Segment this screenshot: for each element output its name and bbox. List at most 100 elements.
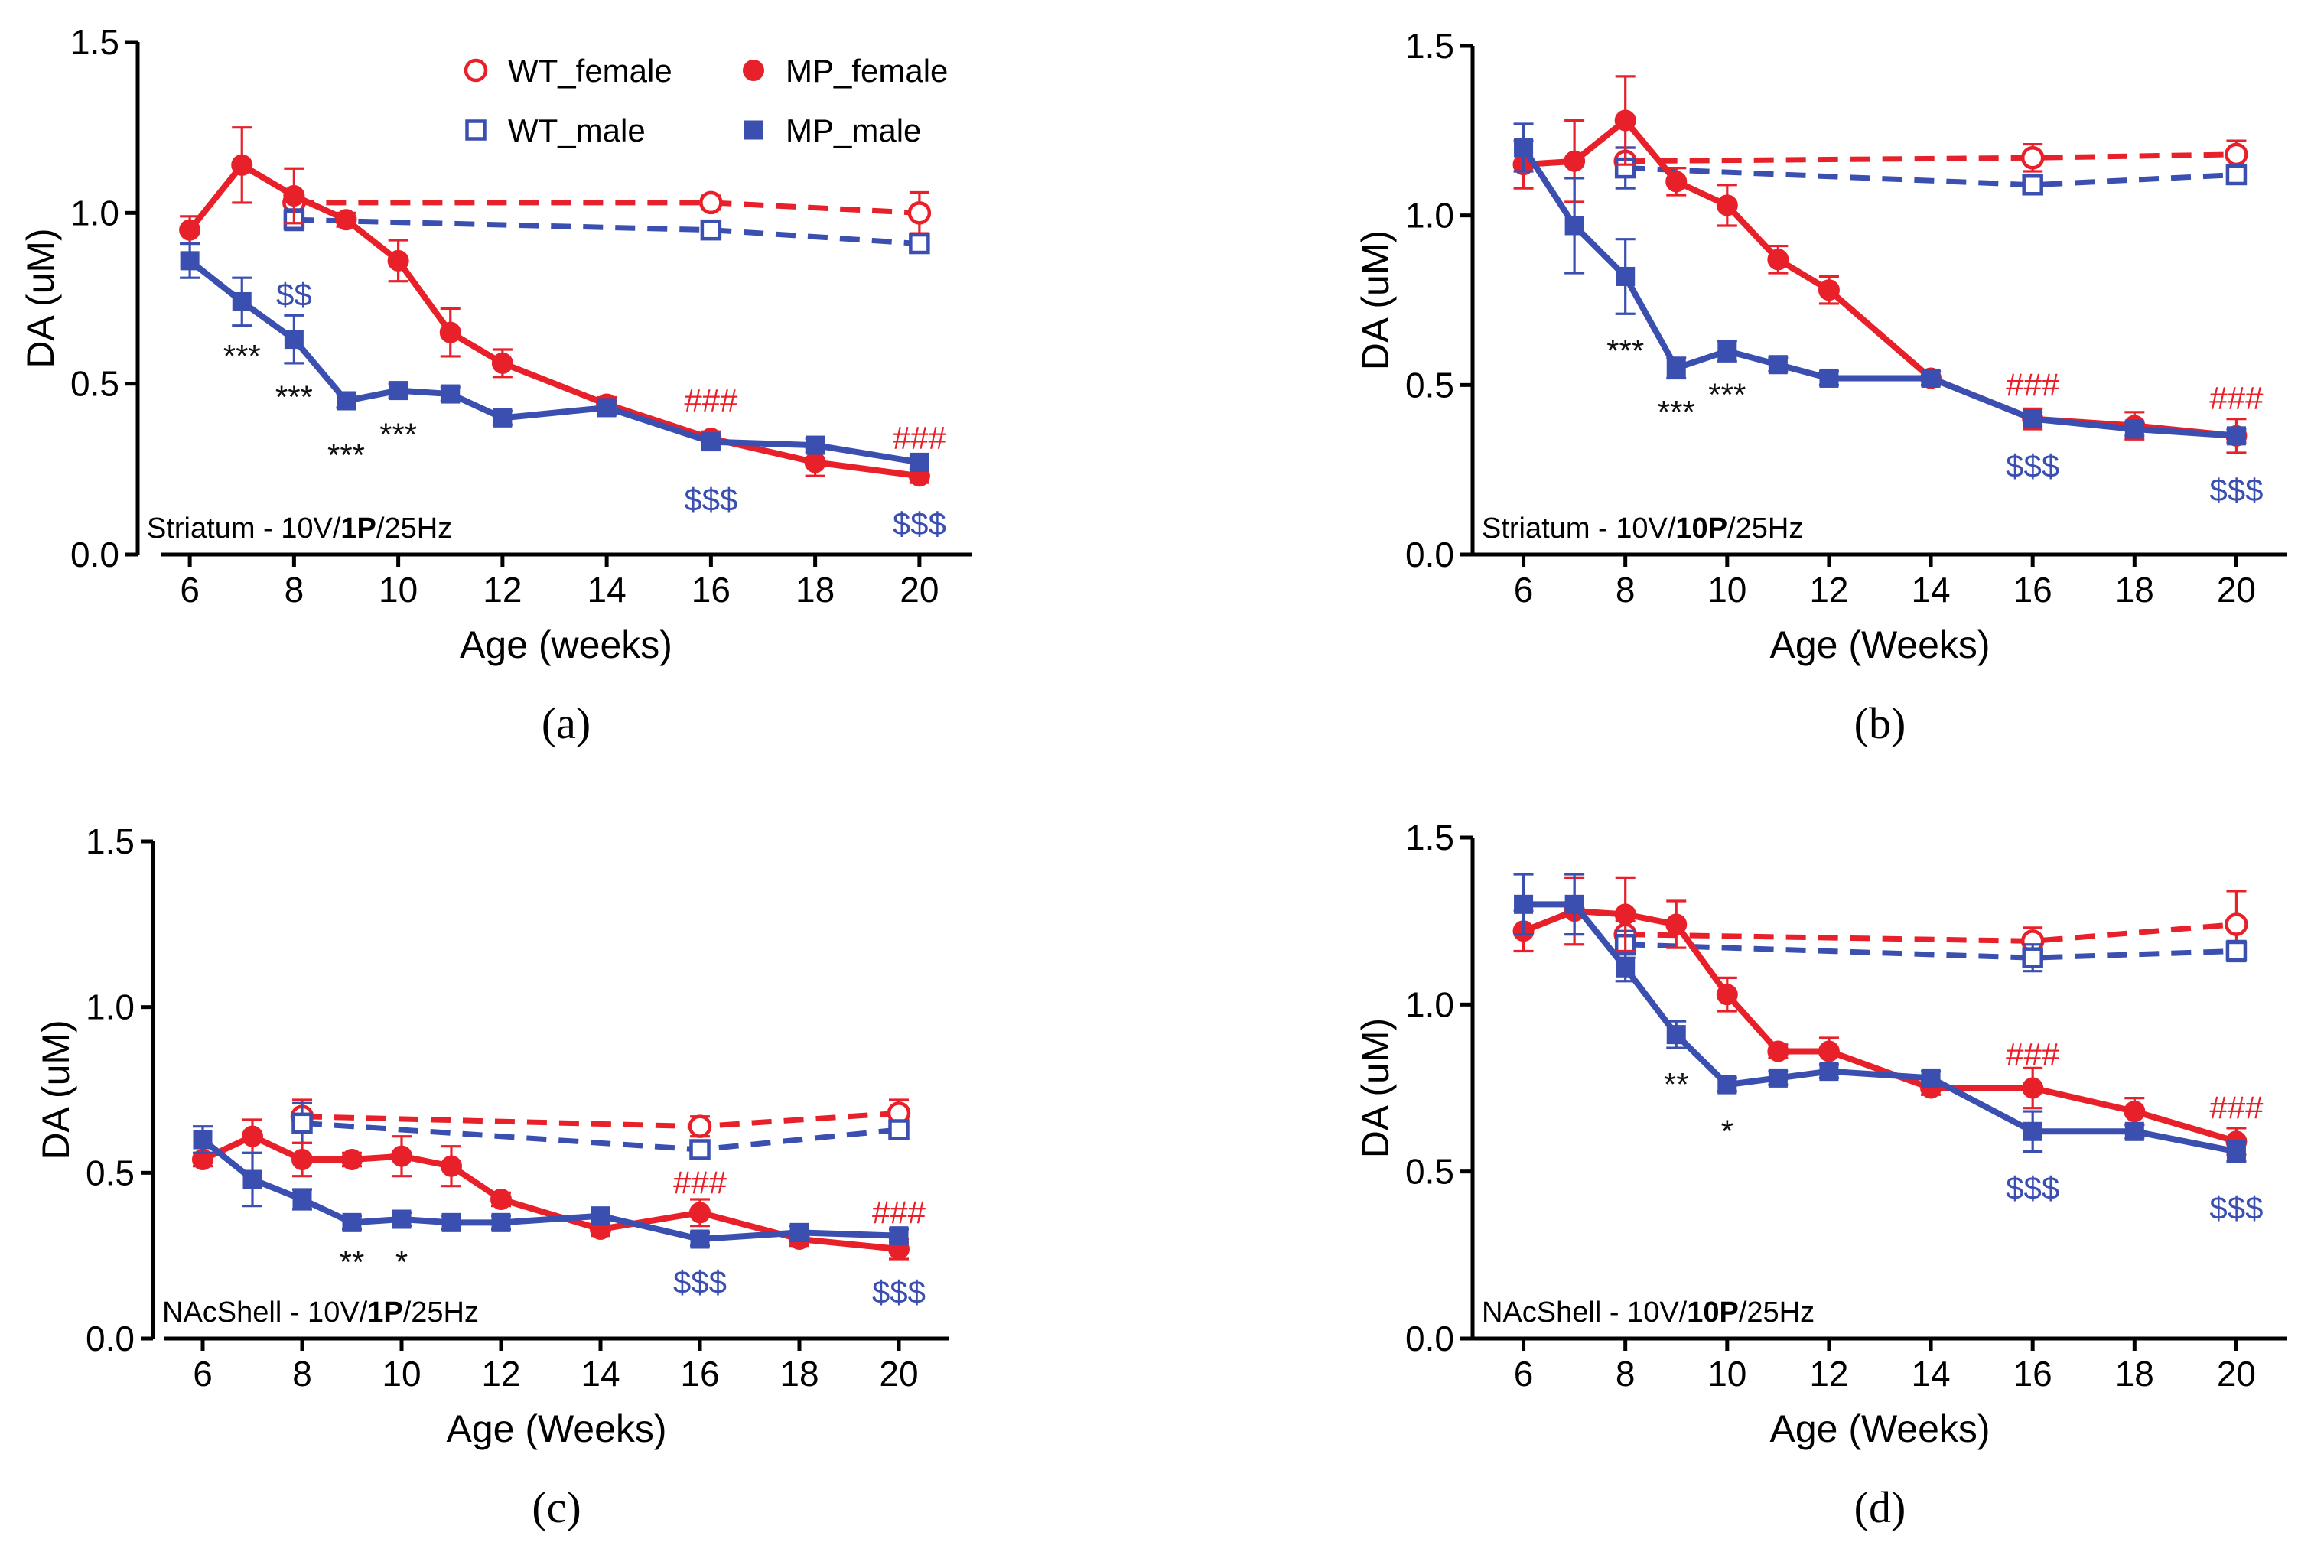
legend-marker [465, 119, 487, 141]
condition-label: NAcShell - 10V/1P/25Hz [162, 1296, 479, 1329]
condition-prefix: NAcShell - 10V/ [162, 1296, 368, 1329]
x-tick-label: 20 [2217, 570, 2256, 610]
data-point [2225, 940, 2248, 962]
data-point [387, 249, 409, 272]
significance-label: *** [379, 417, 417, 453]
significance-label: $$$ [673, 1264, 727, 1300]
data-point [1666, 358, 1686, 378]
x-tick-label: 6 [193, 1354, 213, 1394]
condition-suffix: /25Hz [403, 1296, 479, 1329]
panel-letter: (a) [542, 698, 591, 748]
data-point [1819, 368, 1839, 388]
data-point [335, 209, 357, 231]
legend-marker [464, 58, 488, 83]
data-point [231, 154, 253, 176]
y-tick-label: 0.5 [1405, 1152, 1454, 1192]
x-tick-label: 18 [2115, 1354, 2154, 1394]
data-point [1665, 171, 1688, 193]
condition-prefix: Striatum - 10V/ [147, 512, 341, 545]
data-point [907, 201, 932, 225]
x-tick-label: 12 [1809, 1354, 1848, 1394]
x-tick-label: 10 [379, 570, 418, 610]
data-point [1616, 958, 1636, 978]
condition-prefix: Striatum - 10V/ [1482, 512, 1676, 545]
x-tick-label: 12 [483, 570, 522, 610]
data-point [232, 291, 252, 311]
series-mp-male [1513, 873, 2247, 1163]
significance-label: * [1721, 1113, 1733, 1149]
x-tick-label: 14 [1911, 1354, 1950, 1394]
data-point [2124, 1101, 2146, 1123]
y-tick-label: 0.0 [70, 535, 119, 574]
x-tick-label: 14 [588, 570, 627, 610]
data-point [688, 1114, 712, 1138]
y-tick-label: 1.0 [86, 987, 135, 1027]
x-axis-label: Age (Weeks) [446, 1407, 666, 1450]
data-point [2225, 142, 2248, 167]
data-point [441, 384, 461, 404]
y-tick-label: 1.5 [70, 22, 119, 62]
data-point [1564, 216, 1584, 236]
data-point [2225, 912, 2248, 936]
data-point [292, 1189, 312, 1209]
condition-bold: 1P [367, 1296, 402, 1329]
significance-label: ### [872, 1194, 926, 1230]
data-point [1717, 341, 1737, 361]
y-tick-label: 0.5 [1405, 365, 1454, 405]
x-tick-label: 18 [780, 1354, 819, 1394]
chart-panel: 0.0 0.5 1.0 1.5 6 8 10 12 14 16 18 20 Age (weeks) DA … [19, 22, 972, 748]
data-point [1666, 1025, 1686, 1045]
data-point [242, 1125, 263, 1147]
data-point [1921, 1068, 1941, 1088]
data-point [689, 1139, 711, 1160]
significance-label: *** [223, 338, 261, 374]
data-point [888, 1119, 910, 1140]
data-point [889, 1226, 909, 1246]
series-line [1625, 151, 2237, 164]
significance-label: $$ [276, 277, 312, 313]
condition-label: Striatum - 10V/1P/25Hz [147, 512, 452, 545]
x-tick-label: 20 [2217, 1354, 2256, 1394]
data-point [392, 1209, 412, 1229]
data-point [690, 1229, 710, 1249]
y-axis-label: DA (uM) [34, 1020, 77, 1160]
significance-label: ### [2006, 1036, 2060, 1072]
data-point [701, 432, 721, 452]
y-tick-label: 1.5 [1405, 26, 1454, 66]
significance-label: ### [2209, 1090, 2264, 1126]
x-tick-label: 20 [879, 1354, 918, 1394]
data-point [193, 1130, 213, 1150]
series-wt-male [283, 208, 930, 255]
series-line [1521, 145, 2237, 439]
data-point [291, 1112, 313, 1134]
data-point [2226, 1141, 2246, 1161]
x-tick-label: 20 [900, 570, 939, 610]
significance-label: ### [893, 420, 947, 456]
data-point [1614, 903, 1636, 926]
data-point [341, 1149, 363, 1170]
data-point [2226, 426, 2246, 446]
condition-suffix: /25Hz [1739, 1296, 1815, 1329]
x-tick-label: 14 [1911, 570, 1950, 610]
series-line [1625, 942, 2237, 961]
significance-label: ** [340, 1244, 365, 1280]
series-mp-male [1513, 122, 2247, 446]
data-point [1514, 894, 1534, 914]
x-tick-label: 18 [796, 570, 835, 610]
significance-label: $$$ [2006, 1170, 2059, 1206]
legend-label: MP_male [786, 112, 921, 148]
data-point [597, 398, 617, 418]
panel-letter: (b) [1854, 698, 1906, 748]
x-axis-label: Age (Weeks) [1769, 1407, 1990, 1450]
significance-label: ### [684, 382, 738, 418]
significance-label: $$$ [2209, 1190, 2263, 1226]
chart-panel: 0.0 0.5 1.0 1.5 6 8 10 12 14 16 18 20 Age (Weeks) DA … [34, 821, 949, 1532]
condition-suffix: /25Hz [1727, 512, 1803, 545]
data-point [806, 435, 825, 455]
legend: WT_female MP_female WT_male MP_male [464, 53, 948, 148]
significance-label: ### [2209, 380, 2264, 416]
y-tick-label: 1.5 [1405, 818, 1454, 857]
data-point [1716, 984, 1738, 1006]
data-point [591, 1206, 610, 1226]
